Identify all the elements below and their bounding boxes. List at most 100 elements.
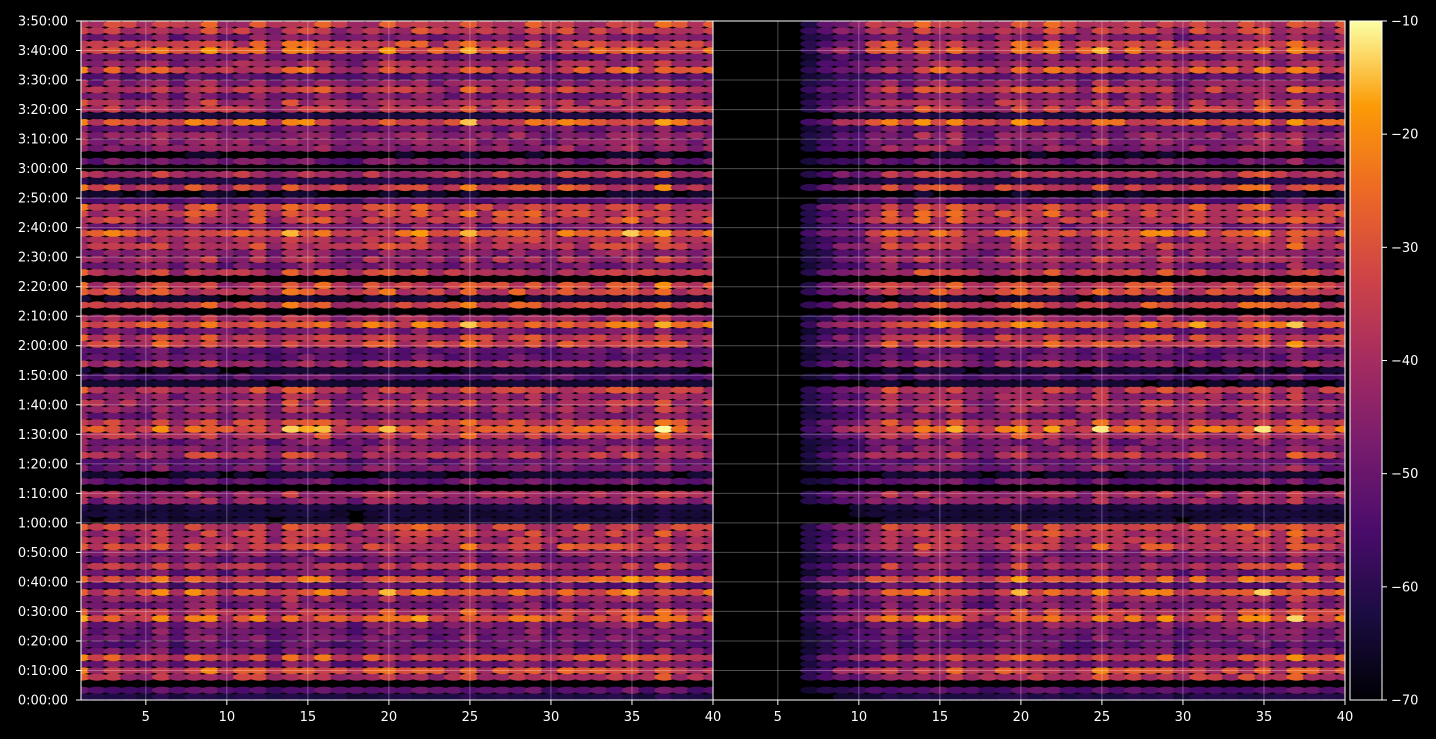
heatmap-cell <box>622 360 642 368</box>
heatmap-cell <box>314 562 335 570</box>
heatmap-cell <box>605 216 626 224</box>
heatmap-cell <box>330 340 351 348</box>
heatmap-cell <box>508 458 529 466</box>
heatmap-cell <box>654 693 675 700</box>
heatmap-cell <box>346 229 367 237</box>
heatmap-cell <box>330 170 351 178</box>
heatmap-cell <box>184 464 205 472</box>
heatmap-cell <box>297 399 318 407</box>
heatmap-cell <box>249 229 270 237</box>
heatmap-cell <box>216 673 237 681</box>
heatmap-cell <box>281 314 302 322</box>
heatmap-cell <box>459 627 480 636</box>
heatmap-cell <box>362 601 383 609</box>
heatmap-cell <box>622 229 642 237</box>
heatmap-cell <box>622 366 642 374</box>
heatmap-cell <box>281 556 302 564</box>
heatmap-cell <box>703 543 713 551</box>
heatmap-cell <box>703 255 713 263</box>
heatmap-cell <box>427 673 448 681</box>
heatmap-cell <box>233 569 254 577</box>
heatmap-cell <box>459 216 480 224</box>
heatmap-cell <box>508 223 529 231</box>
heatmap-cell <box>184 451 205 459</box>
heatmap-cell <box>476 516 497 525</box>
heatmap-cell <box>540 438 561 446</box>
heatmap-cell <box>314 386 335 394</box>
heatmap-cell <box>314 170 335 178</box>
heatmap-cell <box>622 667 642 675</box>
heatmap-cell <box>81 405 91 414</box>
heatmap-cell <box>265 640 286 649</box>
heatmap-cell <box>654 627 675 636</box>
heatmap-cell <box>622 379 642 387</box>
heatmap-cell <box>395 503 416 511</box>
heatmap-cell <box>540 418 561 427</box>
heatmap-cell <box>103 412 124 420</box>
heatmap-cell <box>184 321 205 329</box>
heatmap-cell <box>216 210 237 218</box>
heatmap-cell <box>103 210 124 218</box>
heatmap-cell <box>346 673 367 681</box>
heatmap-cell <box>216 242 237 250</box>
heatmap-cell <box>605 425 626 433</box>
heatmap-cell <box>216 464 237 472</box>
heatmap-cell <box>443 405 464 414</box>
heatmap-cell <box>686 294 707 303</box>
heatmap-cell <box>200 301 221 309</box>
heatmap-cell <box>314 640 335 649</box>
heatmap-cell <box>476 379 497 387</box>
heatmap-cell <box>87 392 108 400</box>
heatmap-cell <box>87 268 108 276</box>
heatmap-cell <box>135 216 156 224</box>
heatmap-cell <box>459 183 480 192</box>
heatmap-cell <box>314 294 335 303</box>
heatmap-cell <box>233 614 254 623</box>
heatmap-cell <box>395 321 416 329</box>
heatmap-cell <box>330 249 351 257</box>
heatmap-cell <box>168 503 189 511</box>
heatmap-cell <box>362 203 383 211</box>
heatmap-cell <box>492 268 513 276</box>
heatmap-cell <box>589 255 610 263</box>
heatmap-cell <box>508 268 529 276</box>
heatmap-cell <box>152 588 172 596</box>
heatmap-cell <box>508 418 529 427</box>
heatmap-cell <box>686 588 707 596</box>
heatmap-cell <box>135 588 156 596</box>
heatmap-cell <box>103 477 124 485</box>
heatmap-cell <box>152 660 172 668</box>
heatmap-cell <box>427 523 448 531</box>
heatmap-cell <box>281 582 302 590</box>
heatmap-cell <box>200 569 221 577</box>
heatmap-cell <box>703 516 713 525</box>
heatmap-cell <box>622 458 642 466</box>
heatmap-cell <box>297 490 318 498</box>
heatmap-cell <box>103 347 124 355</box>
heatmap-cell <box>330 412 351 420</box>
heatmap-cell <box>346 242 367 250</box>
heatmap-cell <box>427 268 448 276</box>
heatmap-cell <box>605 334 626 342</box>
heatmap-cell <box>508 399 529 407</box>
heatmap-cell <box>346 327 367 335</box>
heatmap-cell <box>87 399 108 407</box>
heatmap-cell <box>346 536 367 544</box>
heatmap-cell <box>605 588 626 596</box>
heatmap-cell <box>184 660 205 668</box>
heatmap-cell <box>297 249 318 257</box>
heatmap-cell <box>168 445 189 453</box>
heatmap-cell <box>216 575 237 583</box>
heatmap-cell <box>362 693 383 700</box>
heatmap-cell <box>622 210 642 218</box>
heatmap-cell <box>638 255 659 263</box>
heatmap-cell <box>152 601 172 609</box>
heatmap-cell <box>622 190 642 198</box>
heatmap-cell <box>524 673 545 681</box>
heatmap-cell <box>540 327 561 335</box>
heatmap-cell <box>216 392 237 400</box>
heatmap-cell <box>265 601 286 609</box>
heatmap-cell <box>119 569 140 577</box>
heatmap-cell <box>135 229 156 237</box>
heatmap-cell <box>281 432 302 440</box>
